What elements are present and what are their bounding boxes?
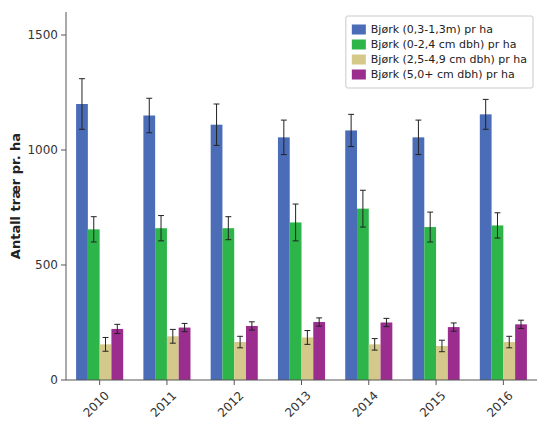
- error-bar: [103, 337, 109, 351]
- bar: [413, 137, 425, 380]
- bar: [313, 322, 325, 380]
- bar: [492, 225, 504, 380]
- error-bar: [79, 79, 85, 130]
- error-bar: [170, 329, 176, 343]
- legend-frame: [346, 16, 533, 88]
- error-bar: [214, 104, 220, 145]
- error-bar: [518, 320, 524, 328]
- x-tick-label: 2012: [215, 388, 246, 419]
- y-tick-label: 1000: [27, 143, 58, 157]
- error-bar: [237, 336, 243, 348]
- error-bar: [483, 99, 489, 129]
- x-tick: [234, 380, 235, 385]
- error-bar: [384, 318, 390, 326]
- error-bar: [427, 212, 433, 242]
- x-tick: [99, 380, 100, 385]
- error-bar: [182, 323, 188, 331]
- y-tick: [61, 380, 66, 381]
- x-tick: [166, 380, 167, 385]
- error-bar: [158, 216, 164, 241]
- legend-swatch: [352, 70, 366, 80]
- error-bar: [360, 190, 366, 227]
- chart-svg: 0 500 1000 1500 2010 2011 2012 2013 2014 2015 2016…: [0, 0, 551, 432]
- y-tick-label: 500: [35, 258, 58, 272]
- error-bar: [91, 217, 97, 242]
- bar: [143, 116, 155, 381]
- y-tick-label: 0: [50, 373, 58, 387]
- bar: [222, 228, 234, 380]
- series: [111, 318, 526, 380]
- error-bar: [415, 120, 421, 155]
- error-bar: [304, 331, 310, 345]
- bar: [88, 229, 100, 380]
- bar: [290, 222, 302, 380]
- bar: [345, 130, 357, 380]
- x-tick: [436, 380, 437, 385]
- bar: [278, 137, 290, 380]
- bar: [480, 114, 492, 380]
- bar: [211, 125, 223, 380]
- error-bar: [316, 318, 322, 326]
- x-tick-label: 2016: [484, 388, 515, 419]
- y-axis-line: [66, 12, 67, 380]
- bar: [155, 228, 167, 380]
- series: [76, 79, 491, 380]
- legend-label: Bjørk (5,0+ cm dbh) pr ha: [371, 68, 515, 81]
- legend: Bjørk (0,3-1,3m) pr ha Bjørk (0-2,4 cm db…: [346, 16, 533, 88]
- legend-swatch: [352, 55, 366, 65]
- error-bar: [225, 217, 231, 240]
- bar: [76, 104, 88, 380]
- error-bar: [281, 120, 287, 155]
- bar: [515, 324, 527, 380]
- series: [88, 190, 503, 380]
- error-bar: [439, 340, 445, 352]
- error-bar: [451, 323, 457, 331]
- x-tick-label: 2013: [282, 388, 313, 419]
- x-tick-label: 2015: [417, 388, 448, 419]
- bar: [111, 329, 123, 380]
- y-tick-label: 1500: [27, 28, 58, 42]
- legend-label: Bjørk (0,3-1,3m) pr ha: [371, 23, 493, 36]
- error-bar: [146, 98, 152, 133]
- error-bar: [372, 339, 378, 351]
- y-tick: [61, 35, 66, 36]
- x-tick: [368, 380, 369, 385]
- legend-label: Bjørk (0-2,4 cm dbh) pr ha: [371, 38, 517, 51]
- error-bar: [506, 336, 512, 348]
- error-bar: [348, 114, 354, 146]
- error-bar: [249, 322, 255, 330]
- plot-area: [76, 79, 527, 380]
- legend-swatch: [352, 25, 366, 35]
- legend-swatch: [352, 40, 366, 50]
- chart-container: 0 500 1000 1500 2010 2011 2012 2013 2014 2015 2016…: [0, 0, 551, 432]
- legend-label: Bjørk (2,5-4,9 cm dbh) pr ha: [371, 53, 527, 66]
- x-tick-label: 2010: [80, 388, 111, 419]
- x-tick: [503, 380, 504, 385]
- y-tick: [61, 150, 66, 151]
- axes: 0 500 1000 1500: [27, 28, 66, 387]
- bar: [424, 227, 436, 380]
- bar: [357, 209, 369, 380]
- x-tick-label: 2011: [148, 388, 179, 419]
- y-axis-label: Antall trær pr. ha: [8, 133, 23, 259]
- error-bar: [114, 324, 120, 333]
- bar: [381, 323, 393, 381]
- y-tick: [61, 265, 66, 266]
- bar: [179, 328, 191, 380]
- bar: [246, 326, 258, 380]
- error-bar: [495, 213, 501, 238]
- bar: [448, 327, 460, 380]
- x-tick-label: 2014: [350, 388, 381, 419]
- x-tick: [301, 380, 302, 385]
- error-bar: [293, 204, 299, 241]
